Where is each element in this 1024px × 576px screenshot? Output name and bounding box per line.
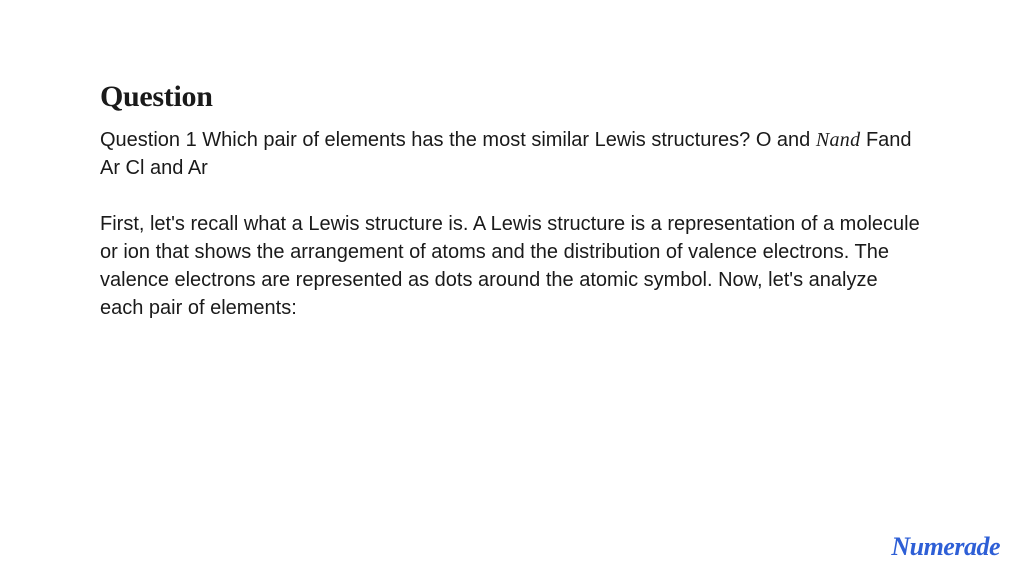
question-text: Question 1 Which pair of elements has th… (100, 126, 924, 182)
question-pre: Question 1 Which pair of elements has th… (100, 129, 816, 151)
explanation-text: First, let's recall what a Lewis structu… (100, 210, 924, 322)
question-math: Nand (816, 129, 861, 151)
content-region: Question Question 1 Which pair of elemen… (0, 0, 1024, 322)
brand-logo: Numerade (891, 532, 1000, 562)
question-heading: Question (100, 80, 924, 114)
